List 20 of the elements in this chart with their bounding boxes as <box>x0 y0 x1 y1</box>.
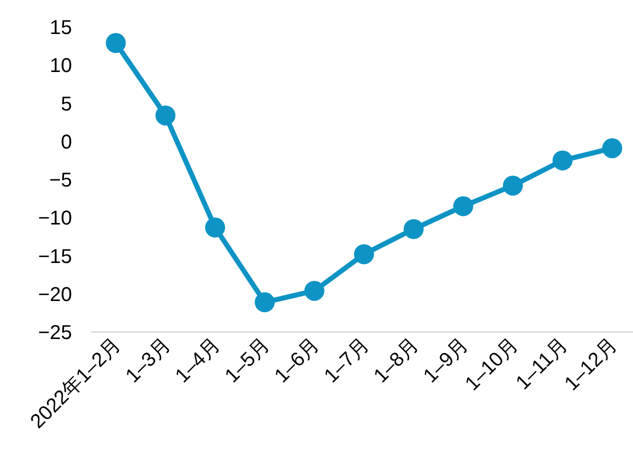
point <box>552 150 573 170</box>
y-tick-label: 10 <box>50 55 72 78</box>
y-tick-label: 15 <box>50 17 72 39</box>
point <box>155 105 176 126</box>
y-tick-label: 0 <box>60 131 72 154</box>
point <box>106 33 126 54</box>
y-tick-label: −20 <box>38 284 72 306</box>
y-tick-label: 5 <box>60 93 72 116</box>
point <box>254 292 275 312</box>
point <box>453 196 474 216</box>
point <box>304 280 324 301</box>
y-tick-label: −10 <box>38 208 72 230</box>
point <box>354 244 374 264</box>
point <box>502 176 523 196</box>
y-tick-label: −5 <box>49 170 72 192</box>
point <box>205 218 226 238</box>
point <box>602 138 622 158</box>
y-tick-label: −15 <box>38 246 72 268</box>
y-tick-label: −25 <box>38 322 72 344</box>
point <box>404 219 424 240</box>
